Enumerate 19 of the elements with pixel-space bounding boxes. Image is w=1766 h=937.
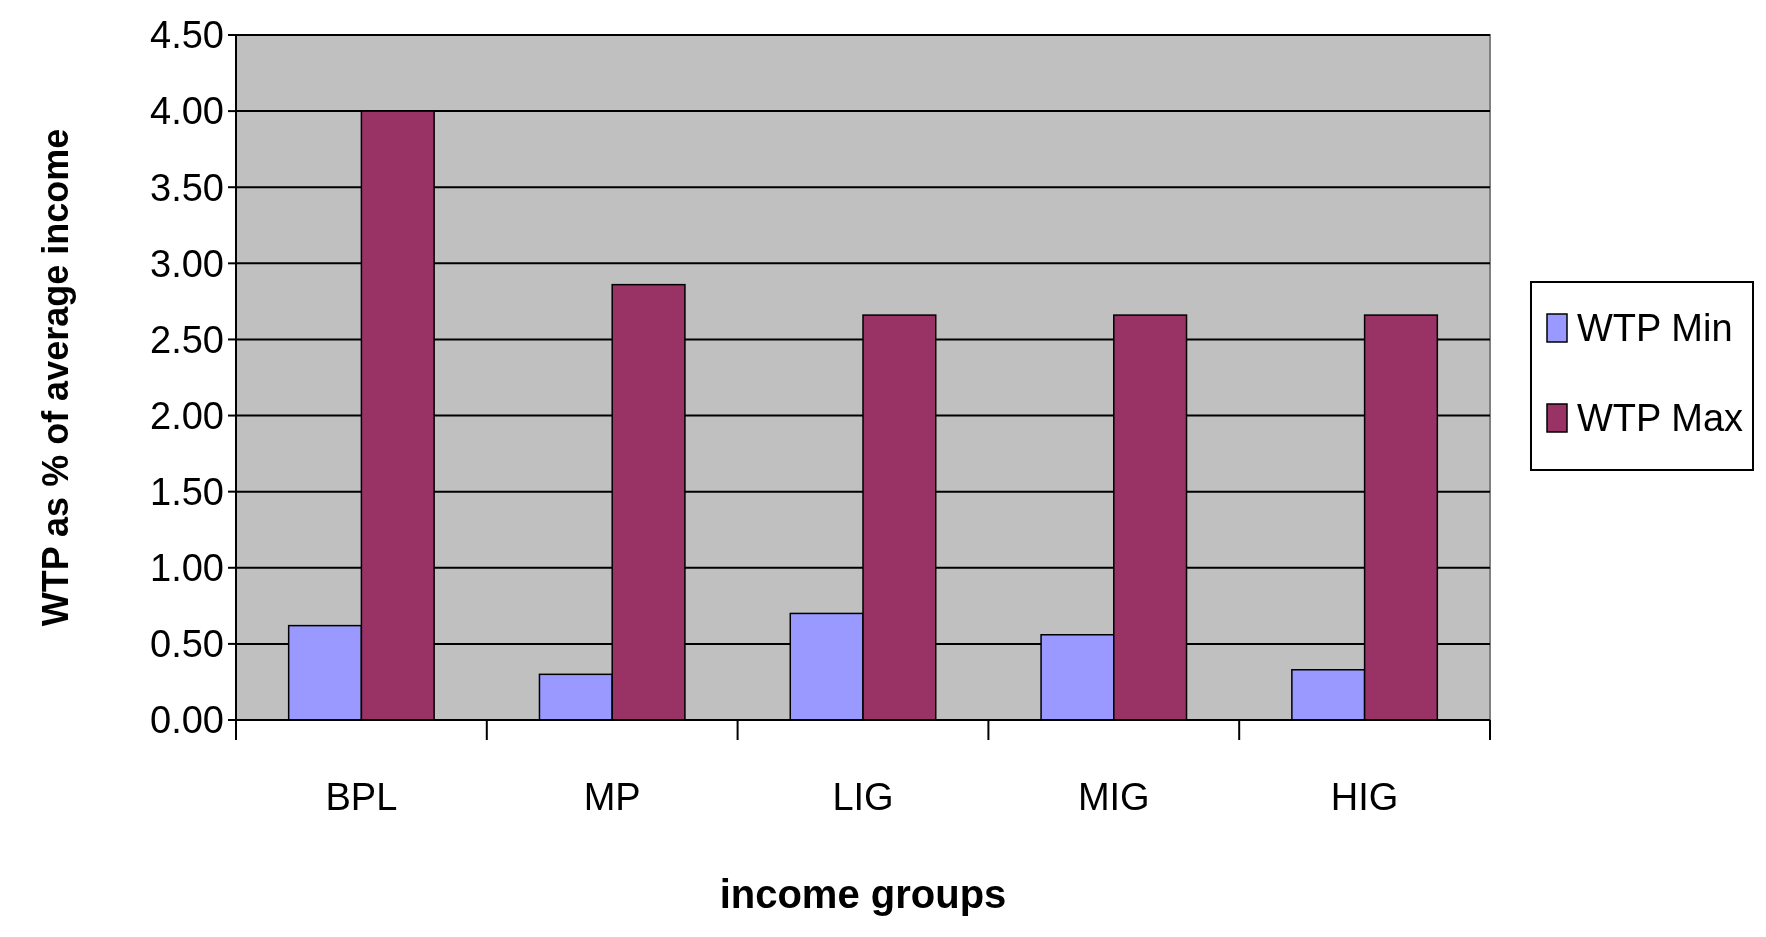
x-axis-title: income groups — [719, 872, 1007, 916]
y-tick-label: 2.00 — [150, 394, 224, 437]
x-tick-label: BPL — [325, 776, 398, 818]
legend-label: WTP Max — [1577, 397, 1744, 440]
y-tick-label: 3.00 — [150, 242, 224, 285]
y-axis-title: WTP as % of average income — [35, 128, 76, 627]
y-tick-label: 0.00 — [150, 699, 224, 742]
x-tick-label: LIG — [832, 776, 894, 818]
legend-label: WTP Min — [1577, 307, 1733, 350]
y-tick-label: 4.50 — [150, 14, 224, 57]
y-tick-label: 1.00 — [150, 547, 224, 590]
y-tick-label: 4.00 — [150, 90, 224, 133]
y-tick-label: 0.50 — [150, 623, 224, 666]
x-tick-label: MP — [583, 776, 641, 818]
x-tick-label: MIG — [1077, 776, 1150, 818]
y-tick-label: 3.50 — [150, 166, 224, 209]
y-tick-label: 1.50 — [150, 470, 224, 513]
y-tick-label: 2.50 — [150, 318, 224, 361]
x-tick-label: HIG — [1330, 776, 1399, 818]
